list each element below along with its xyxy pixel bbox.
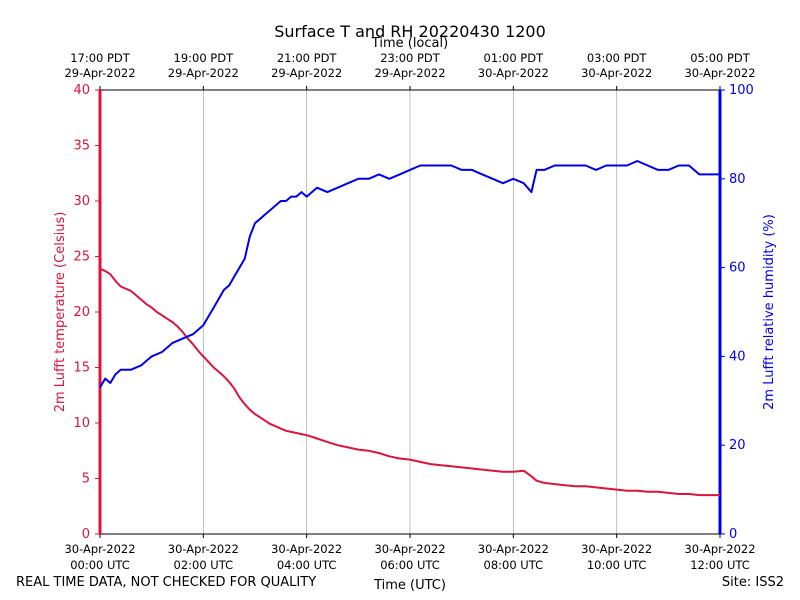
x-top-tick-time: 01:00 PDT: [484, 51, 545, 65]
x-top-tick-date: 30-Apr-2022: [684, 66, 755, 80]
y-left-tick-label: 30: [73, 194, 90, 209]
x-top-tick-time: 21:00 PDT: [277, 51, 338, 65]
y-right-tick-label: 20: [729, 438, 746, 453]
y-right-tick-label: 100: [729, 83, 754, 98]
x-top-tick-date: 29-Apr-2022: [374, 66, 445, 80]
x-top-tick-date: 29-Apr-2022: [64, 66, 135, 80]
y-left-axis-label: 2m Lufft temperature (Celsius): [53, 212, 68, 413]
x-bottom-tick-date: 30-Apr-2022: [271, 542, 342, 556]
x-axis-label: Time (UTC): [373, 578, 446, 593]
y-right-tick-label: 80: [729, 172, 746, 187]
y-left-tick-label: 35: [73, 139, 90, 154]
y-right-tick-label: 0: [729, 527, 737, 542]
x-top-tick-time: 05:00 PDT: [690, 51, 751, 65]
x-bottom-tick-date: 30-Apr-2022: [684, 542, 755, 556]
y-right-tick-label: 40: [729, 349, 746, 364]
y-right-axis-label: 2m Lufft relative humidity (%): [762, 214, 777, 410]
y-left-tick-label: 40: [73, 83, 90, 98]
x-bottom-tick-date: 30-Apr-2022: [478, 542, 549, 556]
quality-note: REAL TIME DATA, NOT CHECKED FOR QUALITY: [16, 575, 317, 590]
x-bottom-tick-date: 30-Apr-2022: [168, 542, 239, 556]
x-bottom-tick-time: 02:00 UTC: [174, 558, 234, 572]
x-bottom-tick-time: 12:00 UTC: [690, 558, 750, 572]
y-left-tick-label: 10: [73, 416, 90, 431]
x-top-tick-time: 23:00 PDT: [380, 51, 441, 65]
x-top-tick-time: 03:00 PDT: [587, 51, 648, 65]
series-line-humidity: [99, 160, 720, 389]
x-bottom-tick-date: 30-Apr-2022: [64, 542, 135, 556]
x-top-tick-date: 29-Apr-2022: [271, 66, 342, 80]
x-bottom-tick-date: 30-Apr-2022: [581, 542, 652, 556]
x-bottom-tick-time: 04:00 UTC: [277, 558, 337, 572]
y-left-tick-label: 25: [73, 250, 90, 265]
chart-title: Surface T and RH 20220430 1200: [274, 22, 546, 41]
x-top-tick-date: 29-Apr-2022: [168, 66, 239, 80]
x-top-tick-date: 30-Apr-2022: [581, 66, 652, 80]
x-top-tick-time: 17:00 PDT: [70, 51, 131, 65]
x-bottom-tick-time: 00:00 UTC: [70, 558, 130, 572]
y-right-tick-label: 60: [729, 261, 746, 276]
y-left-tick-label: 0: [82, 527, 90, 542]
x-bottom-tick-time: 06:00 UTC: [380, 558, 440, 572]
x-bottom-tick-time: 10:00 UTC: [587, 558, 647, 572]
x-bottom-tick-time: 08:00 UTC: [484, 558, 544, 572]
y-left-tick-label: 5: [82, 472, 90, 487]
top-axis-label: Time (local): [371, 36, 448, 51]
x-bottom-tick-date: 30-Apr-2022: [374, 542, 445, 556]
y-left-tick-label: 20: [73, 305, 90, 320]
x-top-tick-date: 30-Apr-2022: [478, 66, 549, 80]
y-left-tick-label: 15: [73, 361, 90, 376]
series-line-temperature: [99, 267, 720, 497]
site-label: Site: ISS2: [721, 575, 784, 590]
x-top-tick-time: 19:00 PDT: [174, 51, 235, 65]
